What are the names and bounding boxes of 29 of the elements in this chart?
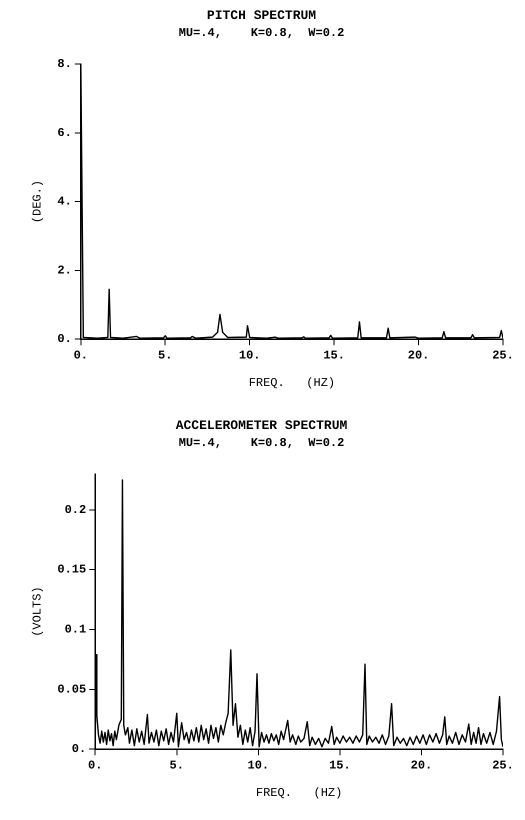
x-tick-label: 10.: [248, 758, 270, 772]
x-tick-label: 25.: [492, 348, 514, 362]
y-tick-label: 6.: [57, 126, 72, 140]
x-tick-label: 25.: [492, 758, 514, 772]
y-tick-label: 8.: [57, 57, 72, 72]
x-tick-label: 5.: [170, 758, 184, 772]
y-tick-label: 0.05: [57, 682, 86, 696]
x-axis-title: FREQ. (HZ): [248, 376, 336, 390]
chart-subtitle: MU=.4, K=0.8, W=0.2: [178, 436, 344, 450]
y-axis-title: (DEG.): [30, 180, 44, 224]
y-tick-label: 0.2: [64, 502, 86, 517]
x-tick-label: 10.: [238, 348, 260, 362]
chart-title: ACCELEROMETER SPECTRUM: [176, 418, 348, 434]
x-tick-label: 5.: [158, 348, 172, 362]
x-tick-label: 0.: [88, 758, 102, 772]
x-tick-label: 20.: [408, 348, 430, 362]
x-axis-title: FREQ. (HZ): [256, 786, 342, 800]
x-tick-label: 15.: [323, 348, 345, 362]
x-tick-label: 15.: [329, 758, 351, 772]
x-tick-label: 20.: [410, 758, 432, 772]
y-axis-title: (VOLTS): [30, 586, 44, 637]
y-tick-label: 4.: [57, 194, 72, 209]
y-tick-label: 0.1: [64, 622, 86, 637]
y-tick-label: 0.15: [57, 562, 86, 577]
y-tick-label: 0.: [72, 742, 86, 756]
y-tick-label: 0.: [57, 332, 72, 346]
y-tick-label: 2.: [57, 263, 72, 278]
chart-title: PITCH SPECTRUM: [206, 8, 316, 24]
chart-subtitle: MU=.4, K=0.8, W=0.2: [178, 26, 344, 40]
